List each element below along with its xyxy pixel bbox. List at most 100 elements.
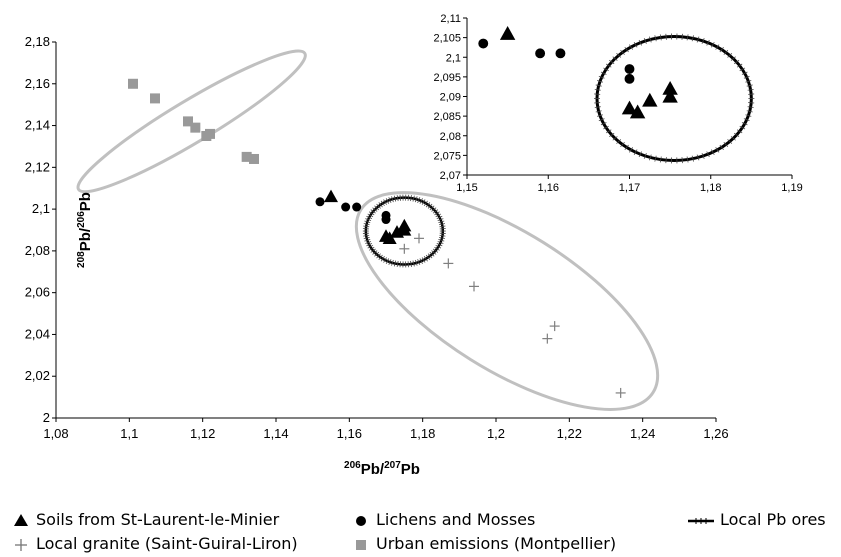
ore-tick xyxy=(682,34,683,40)
x-tick-label: 1,22 xyxy=(557,426,582,441)
ore-tick xyxy=(363,235,369,236)
x-tick-label: 1,1 xyxy=(120,426,138,441)
square-icon xyxy=(352,535,370,553)
y-tick-label: 2,105 xyxy=(433,33,461,45)
y-tick-label: 2,16 xyxy=(25,76,50,91)
ore-tick xyxy=(400,261,401,267)
circle-point xyxy=(625,64,635,74)
ore-tick xyxy=(595,107,601,108)
plus-point xyxy=(616,388,626,398)
y-tick-label: 2,06 xyxy=(25,285,50,300)
y-tick-label: 2,02 xyxy=(25,368,50,383)
group-ellipse xyxy=(324,151,689,451)
legend-label-granite: Local granite (Saint-Guiral-Liron) xyxy=(36,534,298,553)
ore-tick xyxy=(687,157,688,163)
circle-point xyxy=(535,48,545,58)
plus-point xyxy=(443,258,453,268)
ore-tick xyxy=(397,195,398,201)
ore-tick xyxy=(400,195,401,201)
plus-point xyxy=(399,244,409,254)
legend-item-soils: Soils from St-Laurent-le-Minier xyxy=(12,510,279,529)
ore-tick xyxy=(410,261,411,267)
x-tick-label: 1,17 xyxy=(619,182,640,194)
x-axis-title: 206Pb/207Pb xyxy=(344,460,420,478)
legend-label-ores: Local Pb ores xyxy=(720,510,826,529)
square-point xyxy=(190,123,200,133)
x-tick-label: 1,19 xyxy=(781,182,802,194)
triangle-icon xyxy=(12,511,30,529)
ore-tick xyxy=(410,195,411,201)
y-tick-label: 2,1 xyxy=(32,201,50,216)
circle-point xyxy=(341,203,350,212)
x-tick-label: 1,12 xyxy=(190,426,215,441)
y-axis-title: 208Pb/206Pb xyxy=(76,192,94,268)
y-tick-label: 2,12 xyxy=(25,159,50,174)
y-tick-label: 2,08 xyxy=(25,243,50,258)
ore-tick xyxy=(660,34,661,40)
y-tick-label: 2,18 xyxy=(25,34,50,49)
circle-point xyxy=(382,215,391,224)
y-tick-label: 2,07 xyxy=(440,170,461,182)
triangle-point xyxy=(324,190,338,203)
y-tick-label: 2,11 xyxy=(440,13,461,25)
x-tick-label: 1,14 xyxy=(263,426,288,441)
ore-tick xyxy=(682,157,683,163)
plus-point xyxy=(469,281,479,291)
ore-tick xyxy=(748,107,754,108)
square-point xyxy=(205,129,215,139)
line-icon xyxy=(688,511,714,529)
plus-point xyxy=(542,334,552,344)
x-tick-label: 1,16 xyxy=(538,182,559,194)
ore-tick xyxy=(748,89,754,90)
y-tick-label: 2,075 xyxy=(433,150,461,162)
circle-icon xyxy=(352,511,370,529)
ore-tick xyxy=(408,195,409,201)
ore-tick xyxy=(439,226,445,227)
ore-tick xyxy=(408,261,409,267)
y-tick-label: 2,085 xyxy=(433,111,461,123)
legend-item-ores: Local Pb ores xyxy=(688,510,826,529)
legend-item-lichens: Lichens and Mosses xyxy=(352,510,535,529)
legend-item-granite: Local granite (Saint-Guiral-Liron) xyxy=(12,534,298,553)
y-tick-label: 2,14 xyxy=(25,118,50,133)
triangle-point xyxy=(642,93,657,107)
circle-point xyxy=(625,74,635,84)
legend-label-soils: Soils from St-Laurent-le-Minier xyxy=(36,510,279,529)
square-point xyxy=(249,154,259,164)
ore-tick xyxy=(595,89,601,90)
ore-tick xyxy=(666,157,667,163)
legend-label-lichens: Lichens and Mosses xyxy=(376,510,535,529)
circle-point xyxy=(316,197,325,206)
ore-tick xyxy=(397,261,398,267)
y-tick-label: 2,08 xyxy=(440,131,461,143)
inset-plot: 1,15 1,16 1,17 1,18 1,19 2,07 2,075 2,08 2,085 2,… xyxy=(433,13,802,194)
circle-point xyxy=(478,39,488,49)
square-point xyxy=(128,79,138,89)
y-tick-label: 2,09 xyxy=(440,92,461,104)
circle-point xyxy=(555,48,565,58)
y-tick-label: 2 xyxy=(43,410,50,425)
ore-tick xyxy=(666,34,667,40)
x-tick-label: 1,2 xyxy=(487,426,505,441)
x-tick-label: 1,16 xyxy=(337,426,362,441)
x-tick-label: 1,08 xyxy=(43,426,68,441)
ore-tick xyxy=(363,226,369,227)
x-tick-label: 1,15 xyxy=(456,182,477,194)
ore-tick xyxy=(660,157,661,163)
plus-point xyxy=(414,233,424,243)
ore-tick xyxy=(687,34,688,40)
square-point xyxy=(150,93,160,103)
triangle-point xyxy=(500,26,515,40)
y-tick-label: 2,095 xyxy=(433,72,461,84)
plus-point xyxy=(550,321,560,331)
x-tick-label: 1,18 xyxy=(700,182,721,194)
plus-icon xyxy=(12,535,30,553)
circle-point xyxy=(352,203,361,212)
x-tick-label: 1,26 xyxy=(703,426,728,441)
legend-label-urban: Urban emissions (Montpellier) xyxy=(376,534,616,553)
y-tick-label: 2,04 xyxy=(25,326,50,341)
ore-tick xyxy=(439,235,445,236)
y-tick-label: 2,1 xyxy=(446,52,461,64)
